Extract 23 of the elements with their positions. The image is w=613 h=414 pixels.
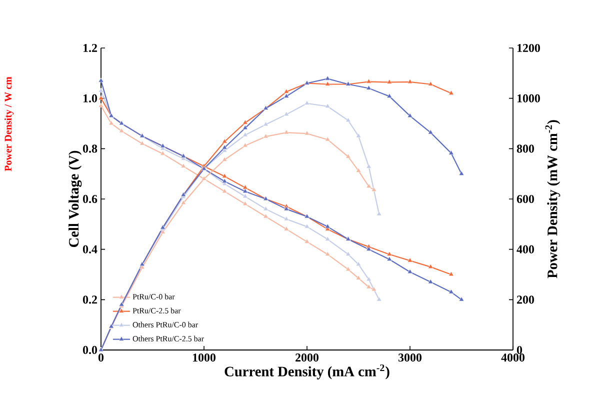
x-tick-label: 3000 (398, 354, 422, 362)
y-tick-label: 0.0 (82, 346, 98, 354)
y-tick-label: 0.6 (82, 194, 98, 204)
y2-tick-label: 1200 (517, 44, 540, 52)
x-tick-label: 4000 (501, 354, 524, 362)
y2-tick-label: 200 (517, 296, 534, 304)
y-tick-label: 1.2 (83, 44, 97, 52)
x-tick-label: 2000 (296, 354, 318, 362)
y-tick-label: 1.0 (83, 94, 98, 102)
y-tick-label: 0.2 (82, 296, 97, 304)
y2-tick-label: 600 (516, 194, 534, 204)
y2-axis-title: Power Density (mW cm$^{-2}$) (545, 120, 560, 278)
y2-tick-label: 400 (516, 245, 534, 254)
x-tick-label: 0 (98, 354, 104, 362)
x-axis-title: Current Density (mA cm$^{-2}$) (224, 364, 390, 380)
text: Power Density / W cm (4, 76, 14, 172)
y-tick-label: 0.4 (82, 245, 98, 254)
y2-tick-label: 1000 (517, 94, 540, 102)
x-tick-label: 1000 (193, 354, 216, 362)
y-tick-label: 0.8 (82, 144, 98, 153)
y2-tick-label: 0 (516, 346, 522, 354)
y-axis-title: Cell Voltage (V) (68, 150, 82, 248)
y2-tick-label: 800 (516, 144, 534, 153)
